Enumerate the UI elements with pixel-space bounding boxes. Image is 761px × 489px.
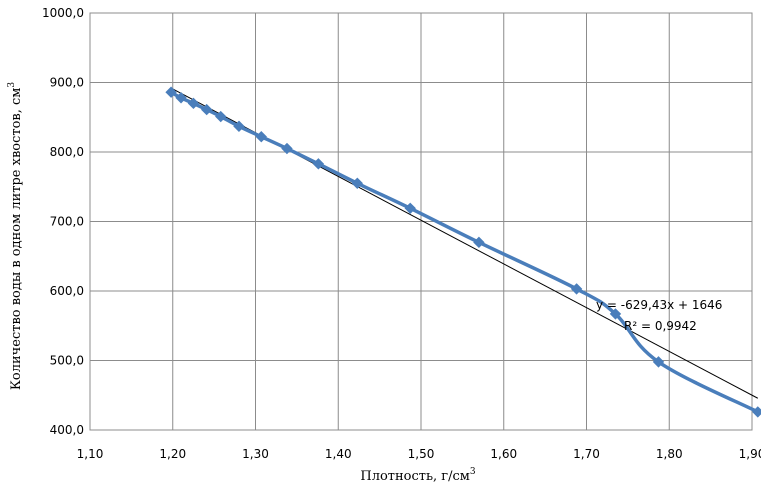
grid-lines	[89, 12, 753, 431]
x-axis-title: Плотность, г/см3	[360, 467, 476, 484]
y-tick-label: 700,0	[50, 215, 84, 229]
data-point	[351, 177, 363, 189]
data-point	[312, 158, 325, 170]
y-tick-label: 500,0	[50, 354, 84, 368]
data-point	[404, 202, 416, 215]
data-point	[281, 142, 293, 155]
x-tick-label: 1,30	[242, 447, 269, 461]
y-tick-label: 1000,0	[42, 6, 84, 20]
x-tick-label: 1,10	[77, 447, 104, 461]
x-tick-labels: 1,10 1,20 1,30 1,40 1,50 1,60 1,70 1,80 1,90	[77, 447, 761, 461]
y-axis-title: Количество воды в одном литре хвостов, с…	[7, 82, 24, 391]
data-point	[215, 110, 227, 123]
data-point	[233, 120, 245, 132]
x-tick-label: 1,60	[490, 447, 517, 461]
y-tick-labels: 400,0 500,0 600,0 700,0 800,0 900,0 1000,0	[42, 6, 84, 437]
data-point	[652, 356, 665, 368]
x-tick-label: 1,40	[325, 447, 352, 461]
x-tick-label: 1,80	[656, 447, 683, 461]
x-tick-label: 1,70	[573, 447, 600, 461]
data-point	[187, 97, 200, 110]
data-point	[473, 236, 485, 249]
data-point	[200, 103, 213, 116]
x-tick-label: 1,50	[408, 447, 435, 461]
plot-frame	[89, 12, 753, 431]
data-point	[255, 131, 267, 143]
data-point	[570, 283, 583, 295]
data-point	[609, 308, 622, 320]
y-tick-label: 600,0	[50, 284, 84, 298]
y-tick-label: 900,0	[50, 76, 84, 90]
data-point	[165, 86, 177, 98]
trendline-equation: y = -629,43x + 1646	[596, 298, 722, 312]
data-point	[752, 406, 761, 418]
trendline-r-squared: R² = 0,9942	[624, 319, 697, 333]
x-tick-label: 1,90	[739, 447, 761, 461]
y-tick-label: 800,0	[50, 145, 84, 159]
plot-area-border	[89, 12, 753, 431]
y-tick-label: 400,0	[50, 423, 84, 437]
data-point	[175, 92, 187, 104]
x-tick-label: 1,20	[159, 447, 186, 461]
data-series	[165, 86, 761, 418]
